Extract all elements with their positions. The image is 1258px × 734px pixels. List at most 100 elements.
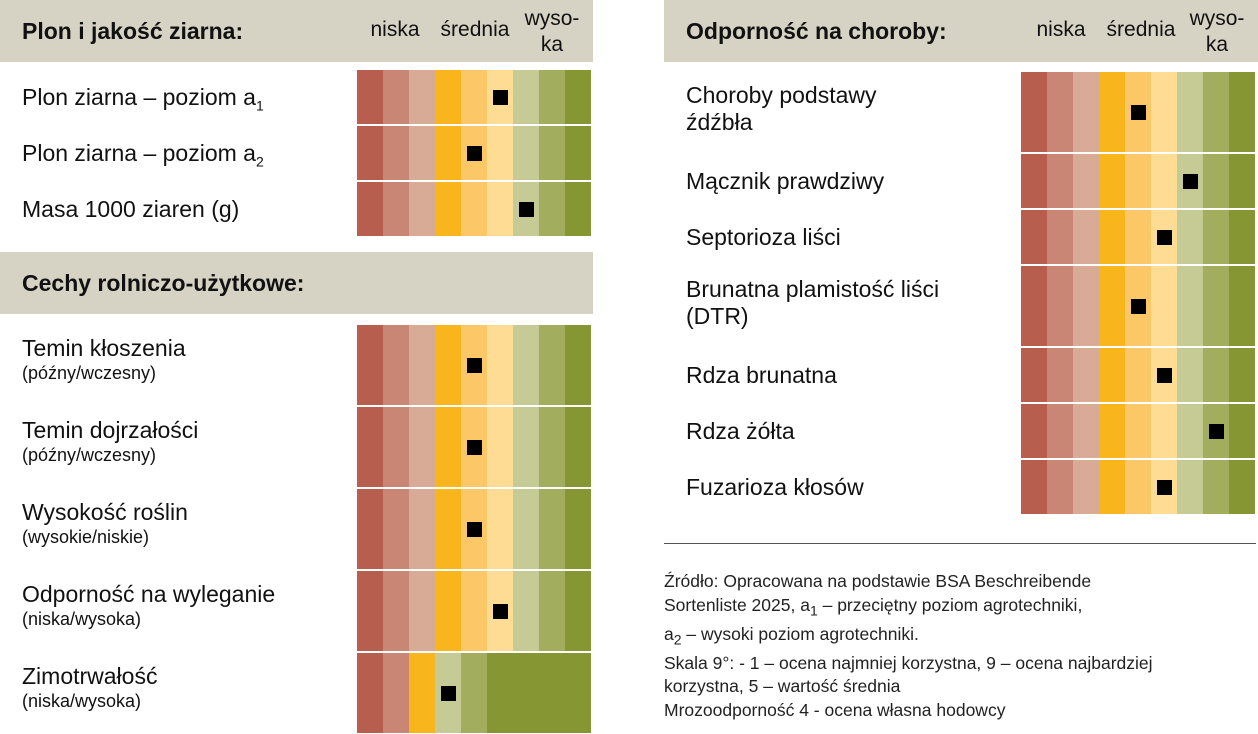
scale-cell <box>461 653 487 733</box>
section-header-disease: Odporność na choroby: niska średnia wyso… <box>664 0 1258 62</box>
row-note: (późny/wczesny) <box>22 445 157 465</box>
scale-cell <box>1073 154 1099 208</box>
scale-cell <box>1203 266 1229 346</box>
source-note: Źródło: Opracowana na podstawie BSA Besc… <box>664 570 1254 722</box>
rating-marker <box>467 440 482 455</box>
scale-cell <box>539 489 565 569</box>
scale-cell <box>565 126 591 180</box>
scale-cell <box>487 489 513 569</box>
row-note: (wysokie/niskie) <box>22 527 150 547</box>
scale-cell <box>1099 266 1125 346</box>
section-title: Odporność na choroby: <box>686 18 947 44</box>
scale-cell <box>539 182 565 236</box>
scale-cell <box>1099 404 1125 458</box>
scale-cell <box>357 325 383 405</box>
row-label: Zimotrwałość (niska/wysoka) <box>22 663 157 712</box>
row-label: Fuzarioza kłosów <box>686 474 864 501</box>
rating-marker <box>1157 230 1172 245</box>
row-label-text: Masa 1000 ziaren (g) <box>22 195 240 222</box>
row-label: Rdza brunatna <box>686 362 837 389</box>
row-label-text: Temin kłoszenia <box>22 335 186 361</box>
scale-cell <box>1099 210 1125 264</box>
scale-cell <box>1021 348 1047 402</box>
scale-cell <box>565 182 591 236</box>
row-label-text: Plon ziarna – poziom a <box>22 139 256 166</box>
scale-label-high: wyso-ka <box>1189 7 1245 56</box>
row-label-text: Rdza żółta <box>686 417 795 444</box>
scale-cell <box>409 325 435 405</box>
scale-cell <box>539 126 565 180</box>
scale-cell <box>1047 348 1073 402</box>
scale-cell <box>1151 154 1177 208</box>
row-label-text: Rdza brunatna <box>686 361 837 388</box>
scale-cell <box>565 407 591 487</box>
note-line: Sortenliste 2025, a <box>664 594 810 615</box>
scale-cell <box>1125 210 1151 264</box>
note-subscript: 1 <box>809 602 818 618</box>
scale-cell <box>383 182 409 236</box>
row-label-text: Septorioza liści <box>686 223 841 250</box>
note-line: Mrozoodporność 4 - ocena własna hodowcy <box>664 699 1006 720</box>
scale-cell <box>487 126 513 180</box>
scale-cell <box>435 489 461 569</box>
row-label-text: (DTR) <box>686 303 749 329</box>
scale-label-low: niska <box>1036 18 1086 41</box>
scale-cell <box>383 70 409 124</box>
scale-cell <box>1073 460 1099 514</box>
rating-marker <box>467 146 482 161</box>
scale-cell <box>1047 72 1073 152</box>
scale-cell <box>1021 460 1047 514</box>
row-label-subscript: 2 <box>255 153 264 170</box>
scale-cell <box>539 407 565 487</box>
rating-marker <box>519 202 534 217</box>
scale-cell <box>513 489 539 569</box>
scale-cell <box>1125 460 1151 514</box>
scale-cell <box>1151 266 1177 346</box>
scale-cell <box>539 325 565 405</box>
rating-marker <box>1209 424 1224 439</box>
rating-marker <box>1131 299 1146 314</box>
row-label-text: Wysokość roślin <box>22 499 188 525</box>
scale-cell <box>565 571 591 651</box>
row-label: Wysokość roślin (wysokie/niskie) <box>22 499 188 548</box>
rating-marker <box>493 90 508 105</box>
scale-cell <box>539 571 565 651</box>
scale-cell <box>513 70 539 124</box>
scale-cell <box>1047 210 1073 264</box>
scale-cell <box>409 571 435 651</box>
row-label-text: Mącznik prawdziwy <box>686 167 885 194</box>
scale-label-mid: średnia <box>440 18 510 41</box>
scale-cell <box>513 325 539 405</box>
scale-cell <box>409 182 435 236</box>
scale-cell <box>357 653 383 733</box>
scale-cell <box>1125 348 1151 402</box>
scale-cell <box>1047 404 1073 458</box>
row-label-text: Choroby podstawy <box>686 82 877 108</box>
scale-cell <box>435 571 461 651</box>
note-line: korzystna, 5 – wartość średnia <box>664 676 901 696</box>
scale-cell <box>1099 72 1125 152</box>
scale-label-low: niska <box>370 18 420 41</box>
scale-cell <box>357 126 383 180</box>
note-line: – przeciętny poziom agrotechniki, <box>817 594 1083 615</box>
scale-cell <box>1073 72 1099 152</box>
scale-cell <box>1177 266 1203 346</box>
scale-cell <box>409 407 435 487</box>
row-label: Plon ziarna – poziom a2 <box>22 140 264 176</box>
scale-cell <box>1021 72 1047 152</box>
scale-cell <box>409 126 435 180</box>
scale-cell <box>461 70 487 124</box>
row-label-text: Temin dojrzałości <box>22 417 199 443</box>
scale-cell <box>565 325 591 405</box>
section-header-yield: Plon i jakość ziarna: niska średnia wyso… <box>0 0 593 62</box>
scale-cell <box>357 182 383 236</box>
scale-cell <box>1177 460 1203 514</box>
scale-cell <box>1177 72 1203 152</box>
scale-cell <box>1203 154 1229 208</box>
scale-cell <box>409 489 435 569</box>
scale-cell <box>539 70 565 124</box>
section-title: Plon i jakość ziarna: <box>22 18 244 44</box>
scale-cell <box>1021 404 1047 458</box>
note-line: – wysoki poziom agrotechniki. <box>681 623 919 644</box>
row-label-subscript: 1 <box>255 97 264 114</box>
